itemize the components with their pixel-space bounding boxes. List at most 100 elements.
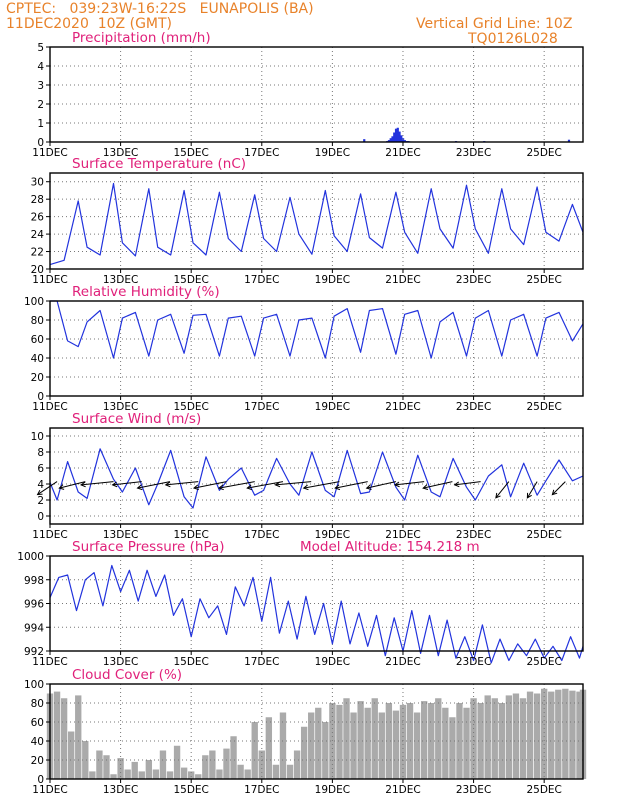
temp-y-tick-label: 28 [31, 194, 44, 206]
wind-y-tick-label: 0 [37, 511, 44, 523]
precip-y-tick-label: 4 [37, 61, 44, 73]
cloud-bar [244, 769, 251, 779]
cloud-bar [477, 703, 484, 779]
wind-arrow-head [111, 481, 118, 488]
cloud-bar [470, 698, 477, 779]
rh-y-tick-label: 20 [31, 372, 44, 384]
precip-x-tick-label: 13DEC [103, 147, 138, 159]
wind-x-tick-label: 13DEC [103, 529, 138, 541]
precip-x-tick-label: 17DEC [244, 147, 279, 159]
wind-y-tick-label: 6 [37, 463, 44, 475]
cloud-y-tick-label: 100 [24, 679, 44, 691]
temp-y-tick-label: 20 [31, 264, 44, 276]
model-altitude-label: Model Altitude: 154.218 m [300, 539, 480, 555]
cloud-bar [124, 769, 131, 779]
cloud-bar [385, 703, 393, 779]
wind-x-tick-label: 25DEC [526, 529, 561, 541]
wind-arrow-head [217, 484, 224, 491]
temp-x-tick-label: 15DEC [173, 274, 208, 286]
cloud-bar [505, 695, 513, 779]
wind-arrow-head [334, 484, 341, 491]
wind-arrow-head [36, 489, 43, 496]
cloud-bar [188, 771, 195, 779]
wind-x-tick-label: 23DEC [456, 529, 491, 541]
pressure-y-tick-label: 994 [24, 622, 44, 634]
cloud-bar [336, 704, 343, 779]
cloud-bar [442, 707, 449, 779]
temp-frame [49, 172, 584, 270]
cloud-bar [343, 698, 350, 779]
rh-y-tick-label: 40 [31, 353, 44, 365]
precip-bar [400, 135, 403, 142]
temp-x-tick-label: 19DEC [315, 274, 350, 286]
cloud-bar [526, 691, 534, 779]
precip-bar [401, 138, 405, 142]
precip-bar [398, 131, 401, 142]
wind-arrow [335, 481, 368, 489]
pressure-title: Surface Pressure (hPa) [72, 539, 225, 555]
precip-bar [394, 128, 398, 142]
wind-arrow-head [192, 484, 199, 491]
rh-panel: 0 20 40 60 80 100 11DEC 13DEC 15DEC 17DEC 19DEC 21D… [24, 284, 584, 413]
precip-x-tick-label: 15DEC [173, 147, 208, 159]
wind-arrow-head [551, 489, 558, 496]
rh-x-tick-label: 15DEC [173, 401, 208, 413]
wind-x-tick-label: 21DEC [385, 529, 420, 541]
wind-y-tick-label: 10 [31, 431, 44, 443]
cloud-bar [131, 761, 138, 779]
cloud-bar [555, 689, 562, 779]
cloud-frame [49, 683, 584, 780]
pressure-x-tick-label: 13DEC [103, 656, 138, 668]
cloud-bar [364, 707, 371, 779]
wind-arrow [423, 481, 453, 489]
cloud-bar [75, 695, 82, 779]
cloud-bar [392, 710, 400, 779]
rh-series-line [50, 300, 584, 359]
wind-arrow-head [393, 481, 400, 488]
wind-arrow-head [422, 484, 429, 490]
cloud-panel: 0 20 40 60 80 100 11DEC 13DEC 15DEC 17DEC 19DEC 21D… [24, 667, 587, 796]
cloud-x-tick-label: 21DEC [385, 784, 420, 796]
cloud-bar [357, 701, 364, 779]
cloud-bar [293, 750, 301, 779]
rh-plot-area [50, 301, 583, 396]
cloud-y-tick-label: 80 [31, 698, 44, 710]
wind-arrow-head [365, 484, 372, 490]
rh-frame [49, 300, 584, 397]
cloud-bar [152, 769, 160, 779]
wind-arrow [218, 481, 255, 489]
precip-bar [391, 136, 394, 142]
precip-title: Precipitation (mm/h) [72, 30, 211, 46]
precip-bar [363, 139, 366, 142]
precip-bar [567, 139, 571, 142]
wind-title: Surface Wind (m/s) [72, 411, 201, 427]
pressure-x-tick-label: 19DEC [315, 656, 350, 668]
temp-x-tick-label: 11DEC [32, 274, 67, 286]
pressure-x-tick-label: 21DEC [385, 656, 420, 668]
header-grid-info: Vertical Grid Line: 10Z [416, 16, 573, 32]
cloud-bar [449, 717, 456, 779]
cloud-bar [435, 698, 442, 779]
wind-arrow [303, 481, 340, 489]
pressure-x-tick-label: 11DEC [32, 656, 67, 668]
rh-x-tick-label: 23DEC [456, 401, 491, 413]
wind-y-tick-label: 4 [37, 479, 44, 491]
wind-arrow [37, 481, 58, 496]
wind-arrow [551, 481, 566, 495]
pressure-y-tick-label: 992 [24, 646, 44, 658]
precip-y-tick-label: 0 [37, 137, 44, 149]
precip-x-tick-label: 21DEC [385, 147, 420, 159]
cloud-bar [195, 774, 202, 779]
cloud-bar [279, 712, 287, 779]
cloud-bar [265, 717, 273, 779]
cloud-y-tick-label: 0 [37, 774, 44, 786]
cloud-y-tick-label: 60 [31, 717, 44, 729]
precip-bar [396, 127, 399, 142]
cloud-x-tick-label: 15DEC [173, 784, 208, 796]
wind-arrow-head [79, 481, 86, 488]
rh-y-tick-label: 80 [31, 315, 44, 327]
cloud-bar [399, 704, 407, 779]
cloud-bar [89, 771, 96, 779]
rh-y-tick-label: 100 [24, 296, 44, 308]
cloud-bar [286, 764, 294, 779]
